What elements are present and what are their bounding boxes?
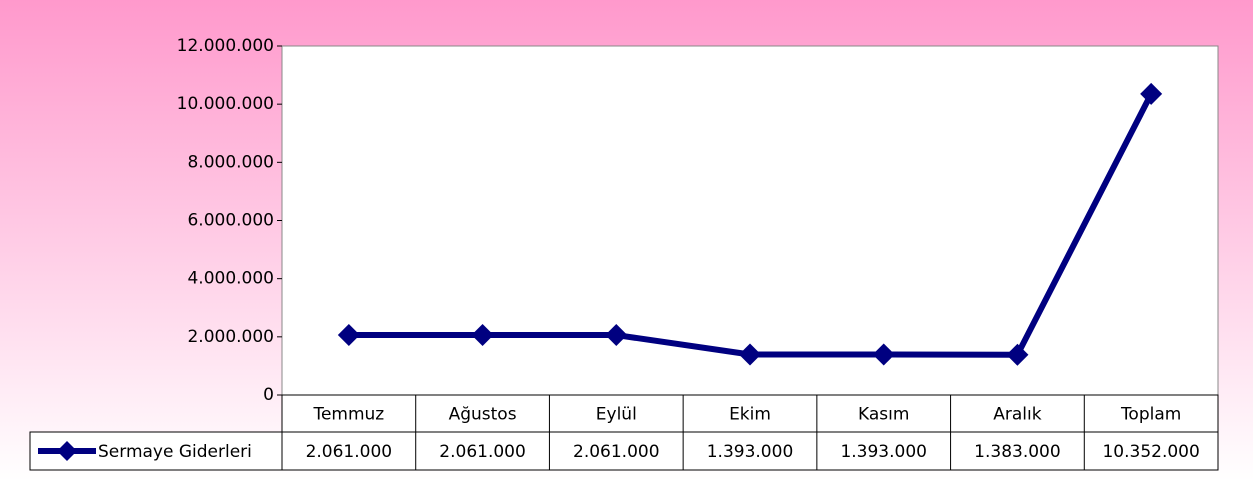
x-tick-label: Aralık (993, 405, 1041, 425)
x-tick-label: Eylül (596, 405, 637, 425)
marker (605, 324, 628, 347)
x-tick-label: Ekim (729, 405, 771, 425)
data-label: 1.393.000 (707, 442, 794, 462)
y-tick-label: 0 (263, 385, 274, 405)
data-label: 2.061.000 (439, 442, 526, 462)
plot-area (281, 45, 1219, 396)
marker (471, 324, 494, 347)
marker (739, 343, 761, 366)
data-label: 1.383.000 (974, 442, 1061, 462)
marker (1006, 343, 1029, 366)
y-tick-label: 8.000.000 (187, 152, 274, 172)
y-tick-label: 10.000.000 (177, 94, 274, 114)
marker (872, 343, 895, 366)
x-tick-label: Ağustos (449, 405, 517, 425)
data-label: 2.061.000 (573, 442, 660, 462)
data-label: 2.061.000 (306, 442, 393, 462)
legend-marker (57, 441, 77, 461)
y-tick-label: 6.000.000 (187, 211, 274, 231)
x-tick-label: Kasım (858, 405, 909, 425)
x-tick-label: Toplam (1120, 405, 1181, 425)
legend-label: Sermaye Giderleri (98, 442, 252, 462)
marker (1140, 82, 1163, 105)
y-tick-label: 2.000.000 (187, 327, 274, 347)
marker (337, 324, 360, 347)
data-label: 1.393.000 (840, 442, 927, 462)
y-tick-label: 4.000.000 (187, 269, 274, 289)
data-label: 10.352.000 (1102, 442, 1199, 462)
y-tick-label: 12.000.000 (177, 36, 274, 56)
x-tick-label: Temmuz (312, 405, 384, 425)
